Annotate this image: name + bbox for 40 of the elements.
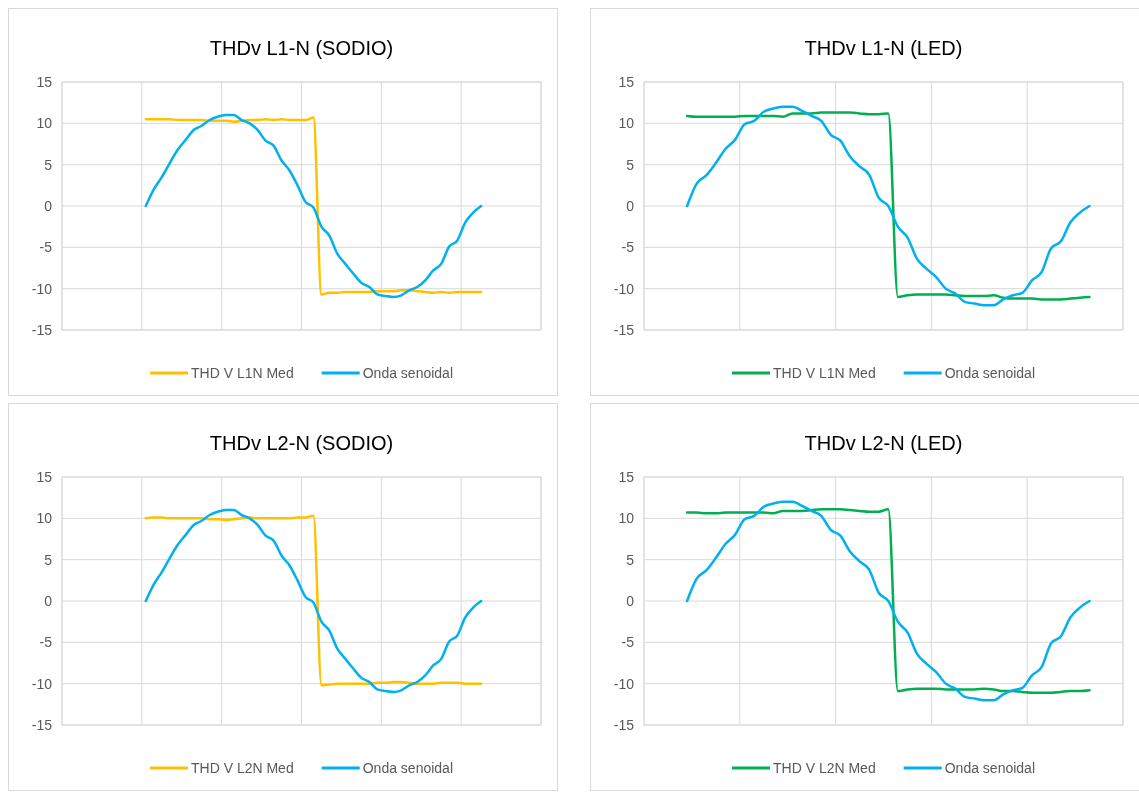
y-tick-label: -10 [613,675,635,692]
y-tick-label: 10 [36,510,53,527]
chart-title: THDv L2-N (SODIO) [209,432,394,454]
y-tick-label: -15 [613,716,635,733]
y-tick-label: 5 [44,156,53,173]
legend-label: Onda senoidal [944,365,1035,381]
y-tick-label: -15 [31,716,53,733]
y-tick-label: -10 [613,280,635,297]
y-tick-label: 5 [626,156,635,173]
legend-label: THD V L2N Med [191,760,294,776]
y-tick-label: 10 [36,115,53,132]
y-tick-label: 0 [626,197,635,214]
y-tick-label: 10 [618,510,635,527]
legend-label: THD V L1N Med [773,365,876,381]
y-tick-label: 15 [618,468,635,485]
y-tick-label: 10 [618,115,635,132]
y-tick-label: 5 [626,551,635,568]
y-tick-label: -15 [31,321,53,338]
legend-label: Onda senoidal [362,365,453,381]
y-tick-label: -10 [31,675,53,692]
y-tick-label: 0 [44,592,53,609]
y-tick-label: -5 [621,634,635,651]
y-tick-label: 5 [44,551,53,568]
y-tick-label: -5 [39,634,53,651]
chart-title: THDv L1-N (SODIO) [209,37,394,59]
legend-label: Onda senoidal [944,760,1035,776]
y-tick-label: 15 [618,73,635,90]
chart-title: THDv L1-N (LED) [804,37,963,59]
y-tick-label: 0 [626,592,635,609]
legend-label: THD V L1N Med [191,365,294,381]
y-tick-label: 15 [36,73,53,90]
y-tick-label: 0 [44,197,53,214]
y-tick-label: -5 [39,239,53,256]
legend-label: THD V L2N Med [773,760,876,776]
legend-label: Onda senoidal [362,760,453,776]
y-tick-label: -5 [621,239,635,256]
chart-title: THDv L2-N (LED) [804,432,963,454]
y-tick-label: -10 [31,280,53,297]
y-tick-label: -15 [613,321,635,338]
y-tick-label: 15 [36,468,53,485]
